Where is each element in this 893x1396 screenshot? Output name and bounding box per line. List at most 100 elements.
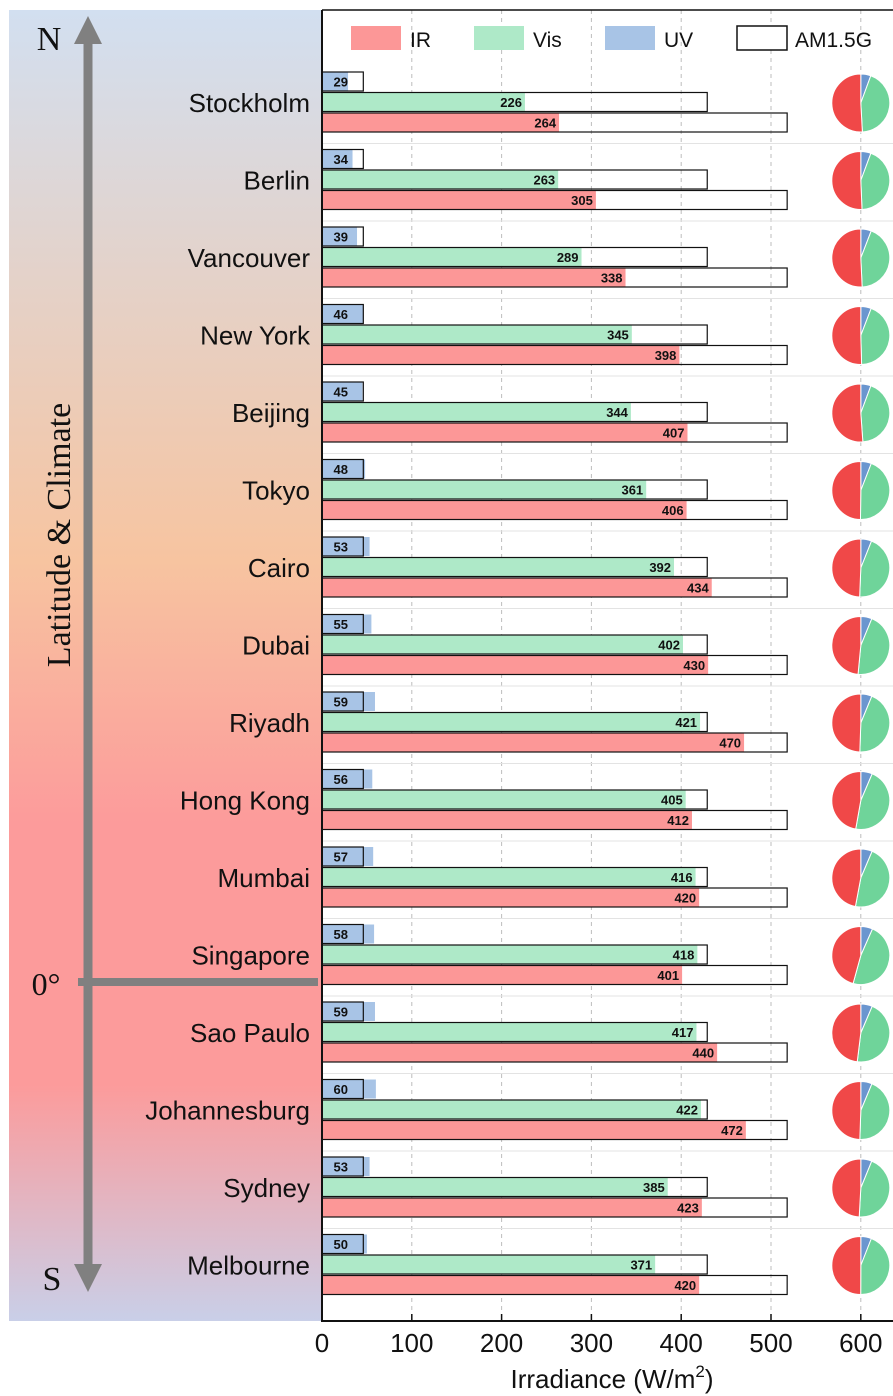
value-label-vis-hong-kong: 405 <box>661 793 683 808</box>
bar-ir-sao-paulo <box>322 1043 718 1062</box>
north-label: N <box>37 21 62 58</box>
value-label-uv-stockholm: 29 <box>334 75 348 90</box>
value-label-ir-tokyo: 406 <box>662 503 684 518</box>
bar-ir-dubai <box>322 655 709 675</box>
value-label-vis-vancouver: 289 <box>557 250 579 265</box>
pie-slice-vis-riyadh <box>859 695 891 753</box>
bar-uv-riyadh <box>322 692 375 711</box>
bar-ir-beijing <box>322 423 688 442</box>
bar-uv-johannesburg <box>322 1079 376 1099</box>
city-label-beijing: Beijing <box>232 398 310 428</box>
value-label-ir-dubai: 430 <box>683 658 705 673</box>
bar-uv-sao-paulo <box>322 1002 375 1021</box>
bar-uv-stockholm <box>322 72 349 91</box>
city-label-hong-kong: Hong Kong <box>180 786 310 816</box>
value-label-ir-vancouver: 338 <box>601 271 623 286</box>
x-tick-label-0: 0 <box>315 1328 329 1358</box>
bar-vis-cairo <box>322 557 675 577</box>
bar-uv-hong-kong <box>322 769 373 789</box>
x-tick-label-200: 200 <box>480 1328 523 1358</box>
bar-uv-sydney <box>322 1157 370 1176</box>
bar-ir-vancouver <box>322 268 626 287</box>
value-label-ir-sydney: 423 <box>677 1201 699 1216</box>
bar-vis-sao-paulo <box>322 1022 697 1042</box>
value-label-vis-cairo: 392 <box>649 560 671 575</box>
value-label-uv-new-york: 46 <box>334 307 348 322</box>
bar-ir-berlin <box>322 190 596 210</box>
city-label-dubai: Dubai <box>242 631 310 661</box>
pie-slice-ir-riyadh <box>831 693 862 753</box>
value-label-vis-sao-paulo: 417 <box>672 1025 694 1040</box>
pie-slice-vis-hong-kong <box>855 773 891 830</box>
x-tick-label-500: 500 <box>749 1328 792 1358</box>
x-tick-label-400: 400 <box>660 1328 703 1358</box>
bar-ir-mumbai <box>322 888 700 907</box>
south-arrowhead <box>74 1264 102 1292</box>
city-label-singapore: Singapore <box>191 941 310 971</box>
x-tick-label-600: 600 <box>839 1328 882 1358</box>
latitude-axis: N S 0° Latitude & Climate <box>32 16 318 1298</box>
bar-uv-melbourne <box>322 1234 367 1254</box>
bar-ir-johannesburg <box>322 1120 746 1140</box>
city-label-stockholm: Stockholm <box>189 88 310 118</box>
pie-slice-vis-singapore <box>852 928 891 985</box>
value-label-ir-stockholm: 264 <box>534 116 556 131</box>
bar-uv-mumbai <box>322 847 374 866</box>
pie-slice-ir-melbourne <box>831 1235 862 1296</box>
value-label-vis-stockholm: 226 <box>500 95 522 110</box>
pie-slice-ir-beijing <box>831 383 864 443</box>
city-label-berlin: Berlin <box>244 166 310 196</box>
legend-label-ir: IR <box>410 29 431 52</box>
value-label-uv-tokyo: 48 <box>334 462 348 477</box>
value-label-uv-beijing: 45 <box>334 385 348 400</box>
value-label-ir-riyadh: 470 <box>719 736 741 751</box>
value-label-vis-tokyo: 361 <box>621 483 643 498</box>
city-label-tokyo: Tokyo <box>242 476 310 506</box>
legend-label-am15g: AM1.5G <box>795 29 872 52</box>
bar-vis-new-york <box>322 325 632 344</box>
value-label-ir-singapore: 401 <box>657 968 679 983</box>
city-label-riyadh: Riyadh <box>229 708 310 738</box>
x-axis-ticks: 0 100 200 300 400 500 600 <box>315 1314 882 1358</box>
value-label-vis-mumbai: 416 <box>671 870 693 885</box>
bar-vis-beijing <box>322 402 631 422</box>
climate-band <box>9 10 322 1321</box>
value-label-ir-sao-paulo: 440 <box>692 1046 714 1061</box>
pie-slice-ir-dubai <box>831 615 862 675</box>
value-label-vis-berlin: 263 <box>533 173 555 188</box>
value-label-uv-sydney: 53 <box>334 1160 348 1175</box>
value-label-uv-hong-kong: 56 <box>334 772 348 787</box>
city-label-sydney: Sydney <box>223 1173 310 1203</box>
pie-slice-vis-johannesburg <box>859 1083 891 1140</box>
value-label-ir-mumbai: 420 <box>674 891 696 906</box>
latitude-axis-title: Latitude & Climate <box>41 403 78 667</box>
row-separators <box>322 143 893 1229</box>
bar-ir-stockholm <box>322 113 560 132</box>
value-label-ir-new-york: 398 <box>655 348 677 363</box>
bar-vis-hong-kong <box>322 790 686 809</box>
value-label-uv-vancouver: 39 <box>334 230 348 245</box>
value-label-vis-beijing: 344 <box>606 405 628 420</box>
city-label-mumbai: Mumbai <box>218 863 310 893</box>
legend-label-uv: UV <box>664 29 693 52</box>
pie-slice-vis-tokyo <box>859 462 891 520</box>
pie-slice-ir-vancouver <box>831 228 863 288</box>
value-label-ir-johannesburg: 472 <box>721 1123 743 1138</box>
pie-slice-vis-beijing <box>860 385 891 443</box>
bar-uv-new-york <box>322 304 364 324</box>
legend-swatch-vis <box>474 26 524 50</box>
bar-vis-johannesburg <box>322 1100 701 1119</box>
bar-uv-berlin <box>322 149 353 169</box>
pie-layer <box>831 73 891 1296</box>
value-label-vis-singapore: 418 <box>673 948 695 963</box>
bar-vis-mumbai <box>322 867 696 887</box>
x-tick-label-300: 300 <box>570 1328 613 1358</box>
bar-vis-singapore <box>322 945 698 964</box>
pie-slice-ir-berlin <box>831 150 863 210</box>
value-label-uv-berlin: 34 <box>334 152 349 167</box>
value-label-uv-sao-paulo: 59 <box>334 1005 348 1020</box>
pie-slice-ir-johannesburg <box>831 1080 862 1140</box>
legend-swatch-uv <box>605 26 655 50</box>
pie-slice-vis-cairo <box>859 540 891 598</box>
